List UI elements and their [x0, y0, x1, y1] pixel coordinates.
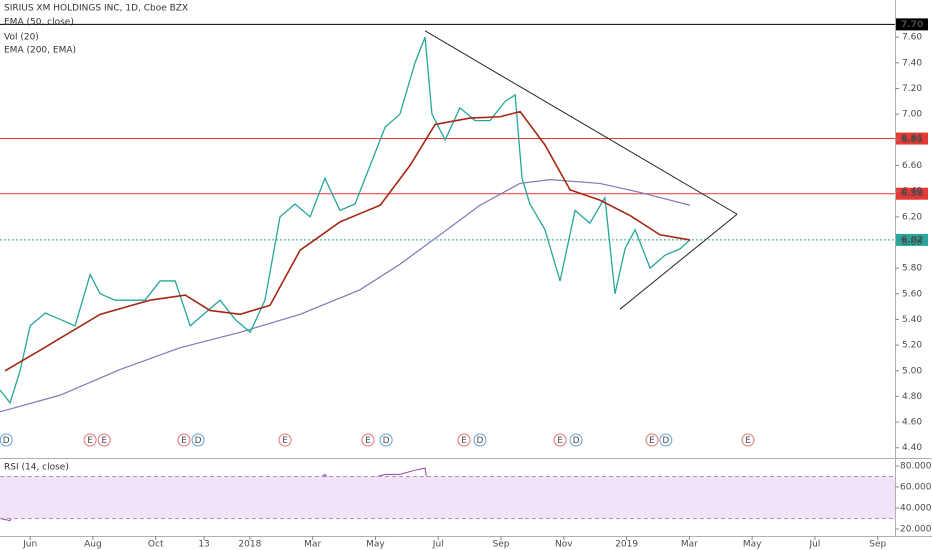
y-tick-label: 5.00: [902, 366, 922, 376]
event-marker: [473, 433, 487, 447]
y-tick-label: 5.80: [902, 264, 922, 274]
legend-ema50: EMA (50, close): [4, 18, 74, 28]
y-tick-label: 4.40: [902, 443, 922, 453]
rsi-y-tick-label: 80.0000: [900, 461, 932, 471]
event-label: D: [3, 436, 10, 446]
x-tick-label: Jul: [432, 540, 444, 550]
event-marker: [361, 433, 375, 447]
event-label: E: [365, 436, 371, 446]
event-marker: [278, 433, 292, 447]
event-label: E: [745, 436, 751, 446]
trendline: [619, 213, 738, 310]
event-marker: [83, 433, 97, 447]
rsi-y-tick-label: 20.0000: [900, 525, 932, 535]
y-tick-label: 7.40: [902, 58, 922, 68]
level-label: 6.81: [901, 134, 923, 144]
plot-area: 7.706.816.386.02D E E E D E E D E D E D E D E: [0, 18, 928, 522]
event-label: D: [195, 436, 202, 446]
trendline: [424, 30, 738, 215]
x-tick-label: 2019: [615, 540, 638, 550]
y-tick-label: 6.20: [902, 212, 922, 222]
x-tick-label: Nov: [555, 540, 573, 550]
x-tick-label: Jun: [22, 540, 37, 550]
y-tick-label: 5.60: [902, 289, 922, 299]
event-label: E: [87, 436, 93, 446]
x-tick-label: May: [366, 540, 385, 550]
y-tick-label: 7.00: [902, 110, 922, 120]
x-tick-label: 13: [198, 540, 209, 550]
x-tick-label: Jul: [809, 540, 821, 550]
event-marker: [379, 433, 393, 447]
event-label: D: [662, 436, 669, 446]
event-label: D: [477, 436, 484, 446]
y-tick-label: 4.60: [902, 418, 922, 428]
legend-ema200: EMA (200, EMA): [4, 46, 76, 56]
level-label: 6.38: [901, 189, 923, 199]
y-tick-label: 5.20: [902, 341, 922, 351]
x-tick-label: Oct: [148, 540, 164, 550]
y-tick-label: 5.40: [902, 315, 922, 325]
series-line: [4, 110, 691, 372]
x-tick-label: Sep: [493, 540, 510, 550]
event-marker: [177, 433, 191, 447]
event-label: E: [181, 436, 187, 446]
level-label-box: [896, 187, 928, 200]
event-marker: [569, 433, 583, 447]
x-tick-label: Aug: [84, 540, 102, 550]
event-marker: [659, 433, 673, 447]
level-label: 6.02: [901, 235, 923, 245]
event-label: E: [101, 436, 107, 446]
event-marker: [191, 433, 205, 447]
y-tick-label: 7.20: [902, 84, 922, 94]
event-marker: [553, 433, 567, 447]
event-label: D: [383, 436, 390, 446]
event-marker: [97, 433, 111, 447]
x-tick-label: Mar: [681, 540, 698, 550]
x-tick-label: Mar: [304, 540, 321, 550]
event-label: E: [649, 436, 655, 446]
event-marker: [457, 433, 471, 447]
x-tick-label: 2018: [238, 540, 261, 550]
event-label: E: [282, 436, 288, 446]
rsi-y-tick-label: 40.0000: [900, 504, 932, 514]
rsi-y-tick-label: 60.0000: [900, 482, 932, 492]
event-marker: [645, 433, 659, 447]
legend-rsi: RSI (14, close): [4, 463, 69, 473]
x-tick-label: Sep: [869, 540, 886, 550]
y-tick-label: 6.00: [902, 238, 922, 248]
series-line: [0, 36, 691, 405]
series-line: [0, 179, 691, 413]
event-label: E: [461, 436, 467, 446]
event-label: D: [573, 436, 580, 446]
event-marker: [0, 433, 13, 447]
x-tick-label: May: [743, 540, 762, 550]
y-tick-label: 4.80: [902, 392, 922, 402]
level-label: 7.70: [901, 20, 923, 30]
y-tick-label: 7.60: [902, 33, 922, 43]
event-label: E: [557, 436, 563, 446]
rsi-band: [0, 476, 895, 519]
level-label-box: [896, 18, 928, 31]
level-label-box: [896, 233, 928, 246]
event-marker: [741, 433, 755, 447]
level-label-box: [896, 132, 928, 145]
y-tick-label: 6.80: [902, 135, 922, 145]
legend-volume: Vol (20): [4, 33, 39, 43]
chart-title: SIRIUS XM HOLDINGS INC, 1D, Cboe BZX: [4, 4, 188, 14]
y-tick-label: 6.60: [902, 161, 922, 171]
y-tick-label: 6.40: [902, 187, 922, 197]
